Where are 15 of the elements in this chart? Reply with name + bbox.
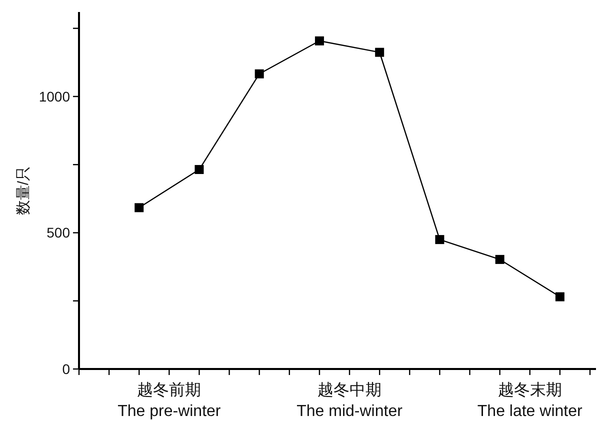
y-tick-label: 500 — [46, 224, 70, 241]
y-tick-label: 1000 — [38, 88, 70, 104]
point — [314, 36, 324, 46]
point — [375, 48, 384, 57]
point — [194, 165, 204, 174]
text: 越冬中期 The mid-winter — [296, 381, 404, 420]
point — [134, 203, 144, 212]
y-tick-label: 0 — [62, 361, 70, 377]
text: 越冬前期 The pre-winter — [118, 381, 222, 420]
point — [254, 69, 264, 78]
text: 越冬末期 The late winter — [477, 381, 584, 420]
point — [555, 292, 564, 302]
y-axis-title: 数量/只 — [15, 166, 32, 216]
point — [435, 235, 444, 244]
point — [495, 254, 504, 264]
